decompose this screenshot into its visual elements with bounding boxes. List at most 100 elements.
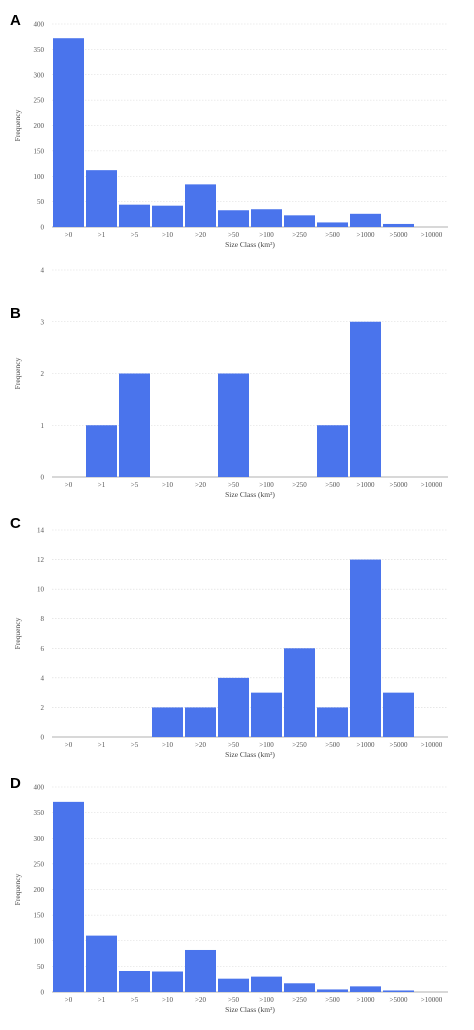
chart-b: 0 1 2 3 4 >0 >1 >5 >10 >20 >50 >100 >250 >500 >1000 >50… (13, 267, 448, 499)
y-tick-label: 14 (37, 527, 45, 535)
y-tick-label: 100 (34, 937, 45, 945)
x-axis-label: Size Class (km²) (225, 490, 275, 499)
x-tick-label: >20 (195, 996, 206, 1004)
y-tick-label: 200 (34, 122, 45, 130)
x-tick-label: >10000 (421, 996, 443, 1004)
panel-label: D (10, 775, 21, 792)
x-tick-label: >10000 (421, 231, 443, 239)
x-tick-label: >1000 (357, 996, 375, 1004)
panel-a: A 0 50 100 150 200 250 300 350 400 >0 >1 >5 >10 >20 >5… (0, 12, 474, 270)
y-tick-label: 3 (41, 318, 45, 326)
x-axis-label: Size Class (km²) (225, 240, 275, 249)
x-tick-label: >10 (162, 481, 173, 489)
y-axis-label: Frequency (13, 617, 22, 649)
y-tick-label: 400 (34, 21, 45, 29)
x-tick-label: >50 (228, 996, 239, 1004)
y-tick-label: 50 (37, 198, 45, 206)
y-tick-label: 200 (34, 886, 45, 894)
bar (383, 990, 414, 992)
bar (251, 209, 282, 227)
y-tick-label: 0 (41, 734, 45, 742)
x-tick-label: >1 (98, 481, 106, 489)
bar (86, 170, 117, 227)
bar (119, 373, 150, 477)
x-tick-label: >250 (292, 996, 307, 1004)
x-tick-label: >50 (228, 231, 239, 239)
y-tick-label: 150 (34, 147, 45, 155)
y-tick-label: 10 (37, 586, 45, 594)
bar (383, 692, 414, 737)
bar (185, 707, 216, 737)
x-tick-label: >20 (195, 231, 206, 239)
x-tick-label: >5000 (390, 741, 408, 749)
x-tick-label: >0 (65, 996, 73, 1004)
x-tick-label: >5 (131, 231, 139, 239)
x-tick-label: >500 (325, 481, 340, 489)
bar (152, 205, 183, 227)
bar (350, 321, 381, 477)
y-axis-label: Frequency (13, 873, 22, 905)
y-axis-label: Frequency (13, 357, 22, 389)
y-tick-label: 12 (37, 556, 45, 564)
y-tick-label: 6 (41, 645, 45, 653)
x-tick-label: >50 (228, 741, 239, 749)
y-tick-label: 250 (34, 860, 45, 868)
x-tick-label: >5 (131, 741, 139, 749)
y-tick-label: 2 (41, 704, 45, 712)
bar (152, 971, 183, 992)
x-axis-label: Size Class (km²) (225, 750, 275, 759)
y-axis-label: Frequency (13, 109, 22, 141)
y-tick-label: 50 (37, 963, 45, 971)
bar (251, 976, 282, 992)
x-tick-label: >5 (131, 481, 139, 489)
bar (53, 38, 84, 228)
x-tick-label: >1 (98, 231, 106, 239)
x-tick-label: >0 (65, 481, 73, 489)
y-tick-label: 100 (34, 173, 45, 181)
y-tick-label: 8 (41, 615, 45, 623)
y-tick-label: 150 (34, 912, 45, 920)
y-tick-label: 0 (41, 474, 45, 482)
x-tick-label: >250 (292, 481, 307, 489)
bar (251, 692, 282, 737)
bar (284, 648, 315, 737)
x-tick-label: >100 (259, 231, 274, 239)
x-tick-label: >10 (162, 741, 173, 749)
x-tick-label: >10000 (421, 741, 443, 749)
y-tick-label: 1 (41, 422, 45, 430)
bar (185, 184, 216, 227)
bar (152, 707, 183, 737)
y-tick-label: 0 (41, 224, 45, 232)
y-tick-label: 400 (34, 784, 45, 792)
x-tick-label: >500 (325, 231, 340, 239)
x-tick-label: >1000 (357, 481, 375, 489)
x-tick-label: >20 (195, 741, 206, 749)
x-tick-label: >100 (259, 481, 274, 489)
x-tick-label: >10 (162, 231, 173, 239)
panel-d: D 0 50 100 150 200 250 300 350 400 >0 >1 >5 >10 >20 >5… (0, 775, 474, 1030)
chart-a: 0 50 100 150 200 250 300 350 400 >0 >1 >5 >10 >20 >50 >… (13, 21, 448, 249)
x-tick-label: >1 (98, 996, 106, 1004)
x-tick-label: >250 (292, 741, 307, 749)
y-tick-label: 300 (34, 71, 45, 79)
x-tick-label: >10 (162, 996, 173, 1004)
x-tick-label: >250 (292, 231, 307, 239)
x-tick-label: >100 (259, 741, 274, 749)
x-tick-label: >500 (325, 741, 340, 749)
bar (317, 222, 348, 227)
bar (350, 213, 381, 227)
bar (218, 978, 249, 992)
x-tick-label: >50 (228, 481, 239, 489)
y-tick-label: 2 (41, 370, 45, 378)
x-tick-label: >0 (65, 741, 73, 749)
x-tick-label: >5 (131, 996, 139, 1004)
x-tick-label: >5000 (390, 231, 408, 239)
bar (284, 215, 315, 227)
panel-label: C (10, 515, 21, 532)
x-tick-label: >5000 (390, 481, 408, 489)
bar (383, 223, 414, 227)
bar (53, 801, 84, 992)
x-axis-label: Size Class (km²) (225, 1005, 275, 1014)
bar (317, 707, 348, 737)
bar (86, 425, 117, 477)
